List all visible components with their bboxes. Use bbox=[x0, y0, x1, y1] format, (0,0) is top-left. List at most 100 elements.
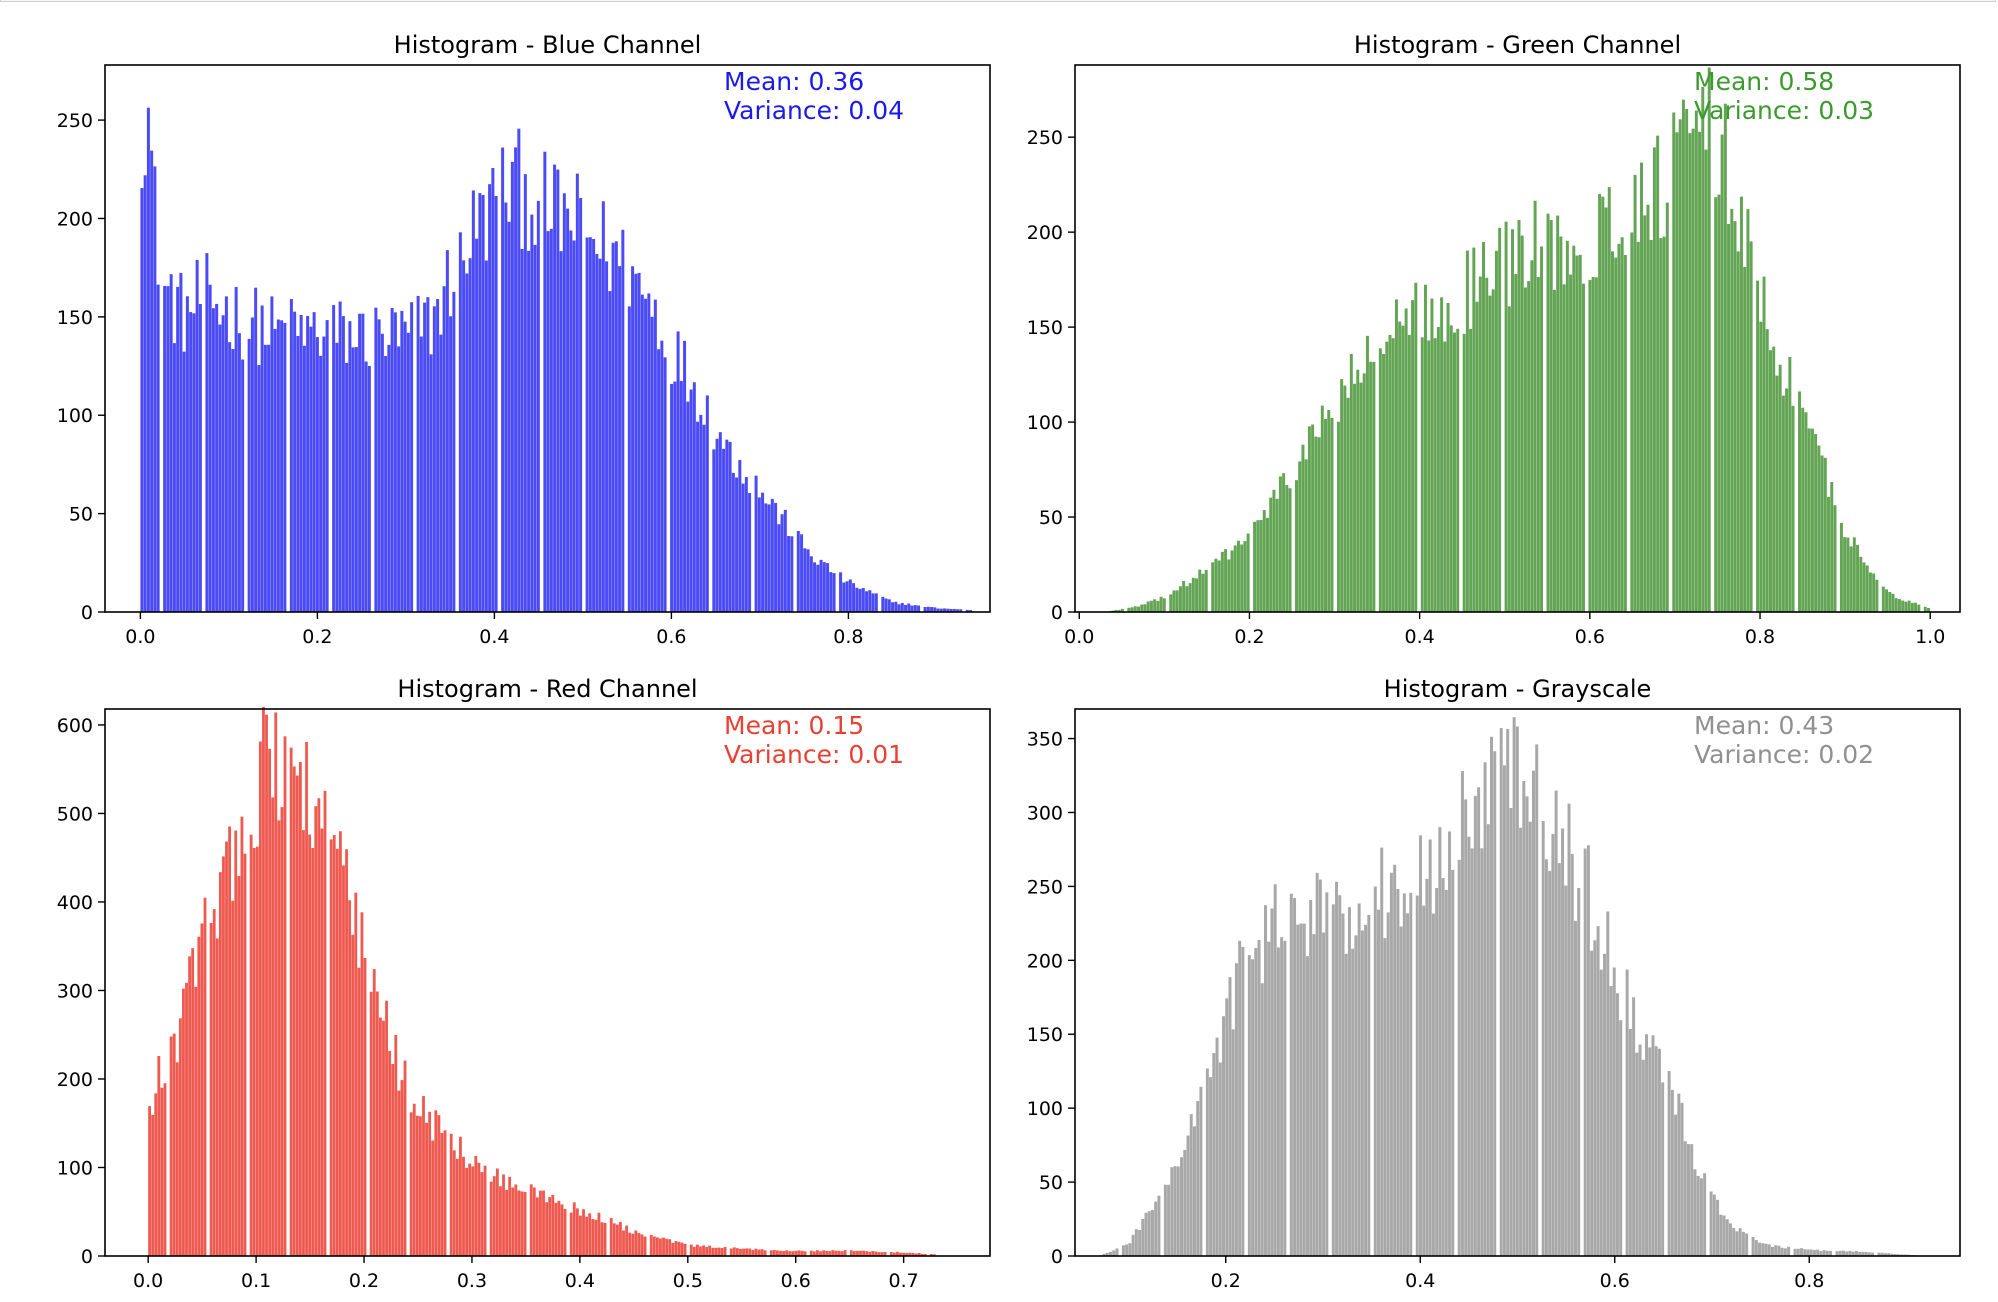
histogram-bar bbox=[943, 608, 947, 612]
histogram-bar bbox=[1159, 596, 1163, 612]
histogram-bar bbox=[527, 250, 531, 612]
histogram-bar bbox=[1741, 1231, 1745, 1256]
histogram-bar bbox=[1680, 1102, 1684, 1256]
histogram-bar bbox=[826, 563, 830, 612]
y-tick-label: 250 bbox=[57, 110, 93, 132]
histogram-bar bbox=[1260, 983, 1264, 1256]
histogram-bar bbox=[812, 1251, 816, 1256]
histogram-bar bbox=[848, 579, 852, 612]
histogram-bar bbox=[1464, 799, 1468, 1256]
histogram-bar bbox=[185, 982, 188, 1256]
histogram-bar bbox=[494, 196, 498, 612]
y-tick-label: 150 bbox=[57, 307, 93, 329]
histogram-bar bbox=[776, 1250, 779, 1256]
histogram-bar bbox=[1312, 934, 1316, 1256]
variance-annotation: Variance: 0.04 bbox=[724, 96, 904, 125]
histogram-bar bbox=[517, 1190, 521, 1256]
x-tick-label: 0.4 bbox=[479, 626, 509, 648]
histogram-bar bbox=[760, 1249, 764, 1256]
histogram-bar bbox=[877, 1252, 881, 1256]
histogram-bar bbox=[845, 581, 849, 612]
x-tick-label: 0.3 bbox=[457, 1270, 487, 1292]
histogram-bar bbox=[211, 308, 215, 612]
histogram-panel-4: Histogram - Grayscale 0.2 0.4 0.6 0.8 0 50 100 1… bbox=[1027, 675, 1961, 1292]
histogram-bar bbox=[883, 1251, 887, 1256]
histogram-bar bbox=[375, 991, 379, 1256]
histogram-bar bbox=[338, 301, 342, 612]
histogram-bar bbox=[335, 848, 339, 1256]
histogram-bar bbox=[1433, 338, 1437, 612]
histogram-bar bbox=[1662, 236, 1666, 612]
histogram-bar bbox=[533, 244, 537, 612]
histogram-bar bbox=[354, 347, 358, 612]
histogram-bar bbox=[218, 872, 222, 1256]
histogram-bar bbox=[686, 401, 690, 612]
histogram-bar bbox=[1675, 132, 1679, 612]
histogram-bar bbox=[1507, 306, 1511, 612]
histogram-bar bbox=[683, 1243, 687, 1256]
histogram-bar bbox=[1344, 953, 1348, 1256]
histogram-bar bbox=[338, 831, 342, 1256]
histogram-bar bbox=[1672, 112, 1676, 613]
histogram-bar bbox=[1716, 1199, 1720, 1256]
histogram-bar bbox=[1320, 405, 1324, 612]
histogram-bar bbox=[1641, 1059, 1645, 1256]
histogram-bar bbox=[725, 439, 729, 612]
histogram-bar bbox=[1551, 833, 1555, 1256]
histogram-bar bbox=[1829, 1250, 1833, 1256]
histogram-bar bbox=[351, 347, 355, 612]
histogram-bar bbox=[1859, 556, 1863, 612]
histogram-bar bbox=[436, 299, 440, 612]
histogram-bar bbox=[1822, 1250, 1826, 1256]
histogram-bar bbox=[354, 892, 358, 1256]
histogram-bar bbox=[899, 1252, 902, 1256]
histogram-bar bbox=[551, 1194, 555, 1256]
histogram-bar bbox=[1267, 941, 1271, 1256]
histogram-bar bbox=[1253, 521, 1257, 612]
histogram-bar bbox=[1256, 520, 1260, 612]
histogram-bar bbox=[956, 609, 960, 612]
histogram-bar bbox=[738, 460, 742, 612]
histogram-bar bbox=[397, 346, 401, 612]
histogram-bar bbox=[1169, 594, 1173, 612]
histogram-bar bbox=[1688, 133, 1692, 612]
histogram-bar bbox=[1140, 604, 1144, 612]
x-tick-label: 0.2 bbox=[1234, 626, 1264, 648]
histogram-bar bbox=[1125, 1244, 1129, 1256]
histogram-bar bbox=[1612, 967, 1616, 1256]
histogram-bar bbox=[1302, 923, 1306, 1256]
histogram-bar bbox=[1787, 1246, 1791, 1256]
histogram-bar bbox=[1598, 193, 1602, 612]
histogram-bar bbox=[520, 248, 524, 612]
histogram-bar bbox=[892, 1252, 896, 1256]
histogram-bar bbox=[923, 606, 927, 612]
histogram-bar bbox=[388, 1050, 392, 1256]
histogram-bar bbox=[488, 184, 492, 612]
histogram-bar bbox=[828, 1251, 832, 1256]
histogram-bar bbox=[631, 1233, 635, 1256]
histogram-bar bbox=[549, 228, 553, 613]
histogram-bar bbox=[1896, 1254, 1900, 1256]
histogram-bar bbox=[1399, 926, 1403, 1256]
histogram-bar bbox=[263, 344, 267, 612]
histogram-bar bbox=[380, 333, 384, 612]
histogram-bar bbox=[1546, 213, 1550, 612]
histogram-bar bbox=[1443, 341, 1447, 612]
x-tick-label: 0.8 bbox=[833, 626, 863, 648]
histogram-bar bbox=[1514, 274, 1518, 612]
histogram-bar bbox=[315, 337, 319, 612]
histogram-bar bbox=[1336, 421, 1340, 612]
histogram-bar bbox=[252, 847, 256, 1256]
histogram-bar bbox=[1356, 369, 1360, 612]
x-tick-label: 0.2 bbox=[302, 626, 332, 648]
histogram-bar bbox=[1149, 600, 1153, 612]
histogram-bar bbox=[595, 253, 599, 612]
histogram-bar bbox=[1196, 1101, 1200, 1256]
histogram-bar bbox=[377, 319, 381, 612]
histogram-bar bbox=[1511, 229, 1515, 612]
histogram-bar bbox=[665, 1238, 669, 1256]
histogram-bar bbox=[393, 312, 397, 612]
histogram-bar bbox=[1564, 885, 1568, 1256]
histogram-bar bbox=[423, 302, 427, 612]
histogram-bar bbox=[241, 359, 245, 612]
